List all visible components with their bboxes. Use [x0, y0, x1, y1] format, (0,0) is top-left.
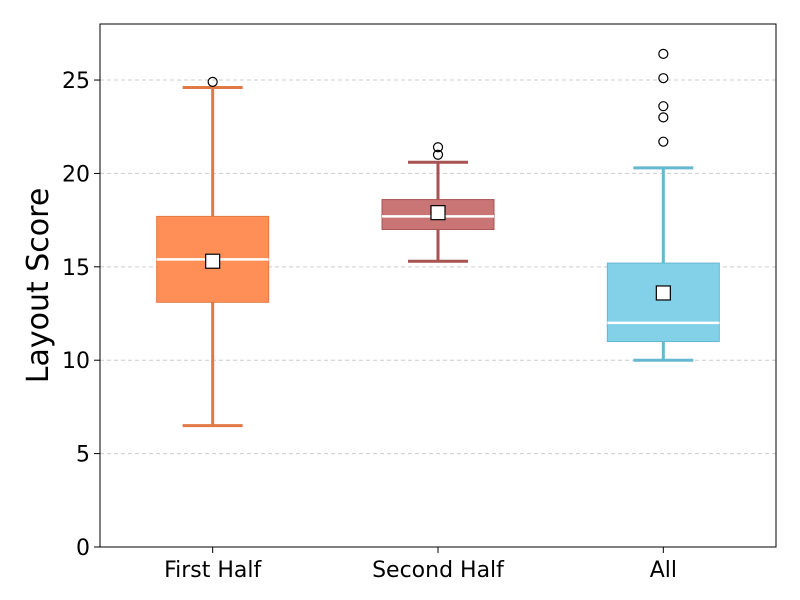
x-tick-label: First Half: [164, 558, 262, 583]
outlier-point: [658, 73, 669, 84]
mean-marker: [205, 253, 221, 269]
box-group: [156, 76, 270, 428]
outlier-point: [432, 142, 444, 153]
iqr-box: [606, 262, 720, 343]
y-tick-label: 5: [76, 443, 90, 468]
outlier-point: [207, 76, 218, 88]
y-tick-label: 25: [62, 69, 90, 94]
mean-marker: [655, 285, 671, 301]
outlier-point: [658, 101, 669, 112]
outlier-point: [658, 48, 669, 59]
box-group: [606, 48, 720, 362]
x-tick-label: Second Half: [372, 558, 505, 583]
box-group: [381, 142, 495, 263]
ticks: 0 5 10 15 20 25 First Half Second Half All: [62, 69, 677, 583]
y-tick-label: 10: [62, 349, 90, 374]
y-tick-label: 0: [76, 536, 90, 561]
x-tick-label: All: [650, 558, 677, 583]
outlier-point: [658, 136, 669, 147]
y-tick-label: 20: [62, 162, 90, 187]
boxes: [156, 48, 720, 428]
y-tick-label: 15: [62, 256, 90, 281]
outlier-point: [658, 112, 669, 123]
y-axis-label: Layout Score: [21, 188, 56, 384]
outlier-point: [432, 149, 444, 160]
mean-marker: [430, 205, 446, 221]
